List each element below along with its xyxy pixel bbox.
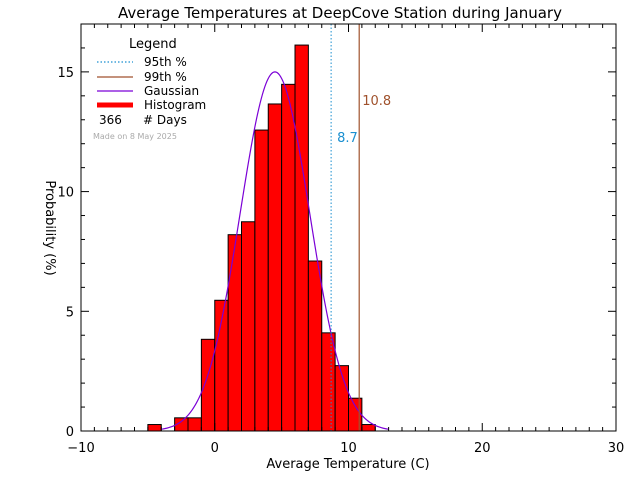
x-axis-label: Average Temperature (C) xyxy=(266,457,429,472)
histogram-bar xyxy=(307,260,323,432)
legend-p95-label: 95th % xyxy=(144,55,187,69)
histogram-bar xyxy=(348,397,363,432)
legend: Legend 95th % 99th % Gaussian Histogram … xyxy=(97,37,206,127)
histogram-bar xyxy=(254,129,269,432)
y-tick-label: 15 xyxy=(57,66,74,81)
x-tick-label: 10 xyxy=(340,441,357,456)
legend-days-label: # Days xyxy=(143,113,187,127)
histogram-bar xyxy=(361,424,376,432)
p99-value-label: 10.8 xyxy=(362,94,391,109)
x-tick-label: 30 xyxy=(608,441,625,456)
legend-title: Legend xyxy=(129,37,177,52)
y-tick-label: 10 xyxy=(57,186,74,201)
x-tick-label: −10 xyxy=(67,441,94,456)
chart-title: Average Temperatures at DeepCove Station… xyxy=(118,4,562,22)
histogram-bar xyxy=(321,332,336,432)
y-axis-label: Probability (%) xyxy=(42,180,57,275)
histogram-bar xyxy=(294,44,309,432)
legend-histogram-label: Histogram xyxy=(144,98,206,112)
histogram-bar xyxy=(187,417,202,432)
histogram-bar xyxy=(281,83,296,432)
histogram-bar xyxy=(147,424,162,432)
x-tick-label: 0 xyxy=(211,441,219,456)
gaussian-curve xyxy=(161,71,389,430)
p95-value-label: 8.7 xyxy=(337,131,358,146)
watermark-text: Made on 8 May 2025 xyxy=(93,132,177,141)
legend-gaussian-label: Gaussian xyxy=(144,84,199,98)
y-tick-label: 0 xyxy=(66,425,74,440)
histogram-bar xyxy=(227,234,242,432)
histogram-bar xyxy=(267,103,283,432)
legend-p99-label: 99th % xyxy=(144,70,187,84)
y-tick-label: 5 xyxy=(66,305,74,320)
histogram-bar xyxy=(200,338,216,432)
x-tick-label: 20 xyxy=(474,441,491,456)
legend-days-count: 366 xyxy=(99,113,122,127)
histogram-bar xyxy=(241,221,256,432)
